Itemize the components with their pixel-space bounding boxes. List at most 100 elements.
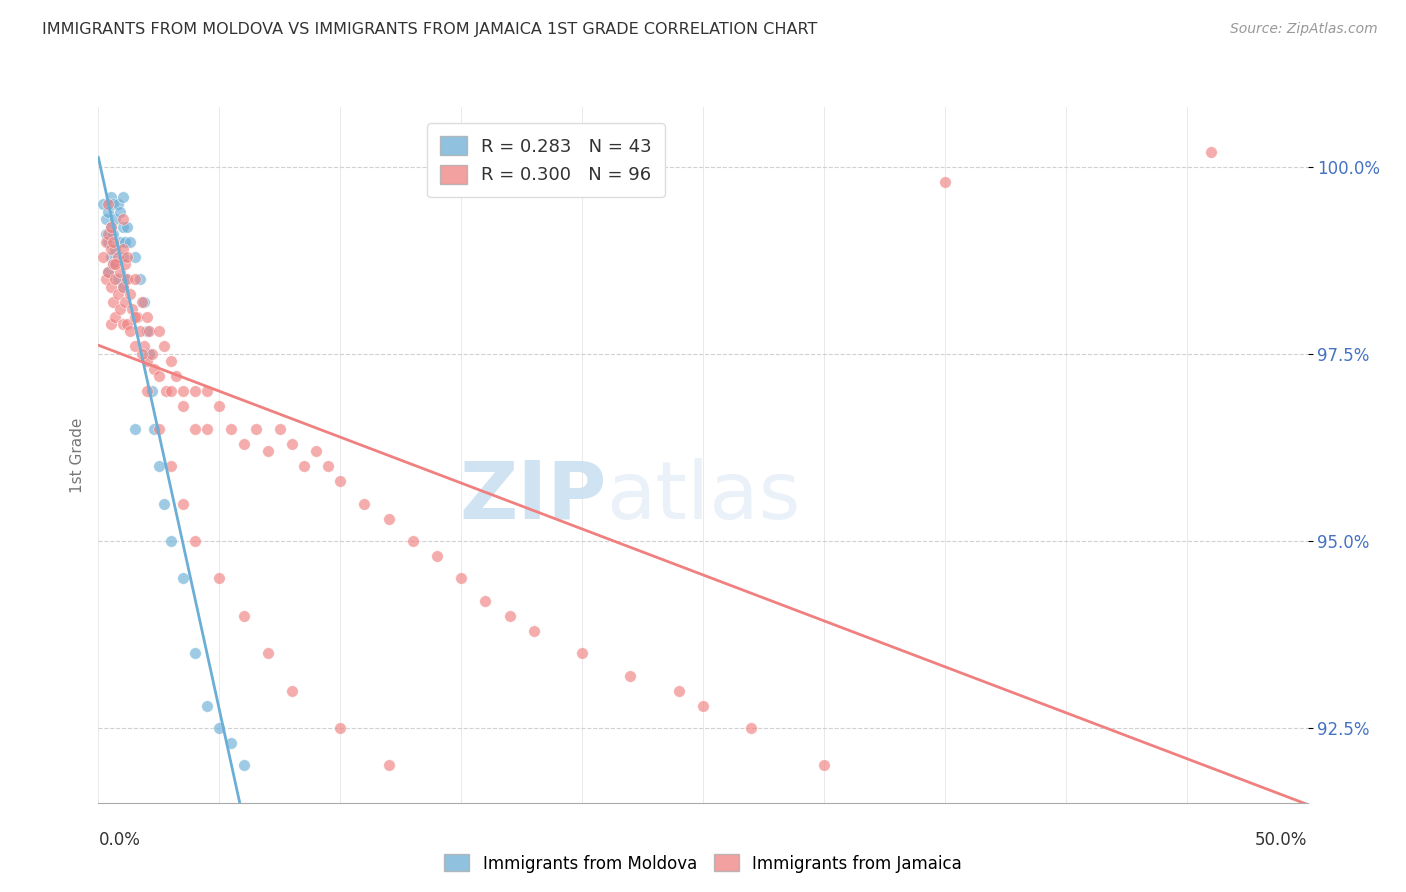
- Point: [523, 624, 546, 638]
- Point: [160, 384, 183, 399]
- Point: [135, 310, 157, 324]
- Point: [329, 474, 352, 488]
- Point: [353, 497, 375, 511]
- Point: [281, 436, 304, 450]
- Point: [118, 235, 141, 249]
- Point: [377, 758, 399, 772]
- Point: [135, 384, 157, 399]
- Point: [107, 197, 129, 211]
- Point: [138, 347, 160, 361]
- Point: [692, 698, 714, 713]
- Point: [740, 721, 762, 735]
- Point: [134, 339, 156, 353]
- Point: [134, 294, 156, 309]
- Point: [111, 242, 134, 256]
- Point: [94, 212, 117, 227]
- Point: [269, 422, 291, 436]
- Point: [221, 422, 243, 436]
- Point: [107, 250, 129, 264]
- Point: [131, 294, 153, 309]
- Point: [91, 250, 114, 264]
- Point: [232, 436, 254, 450]
- Point: [100, 242, 122, 256]
- Point: [148, 422, 170, 436]
- Point: [619, 668, 641, 682]
- Point: [128, 325, 150, 339]
- Point: [245, 422, 267, 436]
- Point: [104, 257, 127, 271]
- Point: [100, 219, 122, 234]
- Point: [111, 279, 134, 293]
- Point: [101, 257, 124, 271]
- Point: [256, 646, 278, 660]
- Point: [114, 257, 136, 271]
- Point: [221, 736, 243, 750]
- Point: [124, 422, 146, 436]
- Point: [208, 721, 231, 735]
- Point: [571, 646, 593, 660]
- Text: ZIP: ZIP: [458, 458, 606, 536]
- Point: [97, 204, 120, 219]
- Point: [208, 571, 231, 585]
- Point: [111, 212, 134, 227]
- Point: [101, 235, 124, 249]
- Point: [184, 533, 207, 548]
- Point: [155, 384, 177, 399]
- Point: [143, 422, 166, 436]
- Point: [160, 533, 183, 548]
- Point: [813, 758, 835, 772]
- Point: [104, 212, 127, 227]
- Point: [100, 219, 122, 234]
- Point: [117, 219, 139, 234]
- Point: [256, 444, 278, 458]
- Text: Source: ZipAtlas.com: Source: ZipAtlas.com: [1230, 22, 1378, 37]
- Point: [668, 683, 690, 698]
- Text: IMMIGRANTS FROM MOLDOVA VS IMMIGRANTS FROM JAMAICA 1ST GRADE CORRELATION CHART: IMMIGRANTS FROM MOLDOVA VS IMMIGRANTS FR…: [42, 22, 817, 37]
- Point: [131, 347, 153, 361]
- Point: [121, 301, 143, 316]
- Point: [160, 354, 183, 368]
- Point: [101, 257, 124, 271]
- Point: [232, 758, 254, 772]
- Point: [152, 339, 174, 353]
- Point: [172, 384, 194, 399]
- Point: [305, 444, 328, 458]
- Text: atlas: atlas: [606, 458, 800, 536]
- Point: [97, 235, 120, 249]
- Point: [141, 384, 163, 399]
- Point: [107, 287, 129, 301]
- Point: [104, 242, 127, 256]
- Point: [148, 459, 170, 474]
- Point: [97, 265, 120, 279]
- Point: [138, 325, 160, 339]
- Legend: R = 0.283   N = 43, R = 0.300   N = 96: R = 0.283 N = 43, R = 0.300 N = 96: [427, 123, 665, 197]
- Point: [94, 235, 117, 249]
- Point: [91, 197, 114, 211]
- Point: [292, 459, 315, 474]
- Point: [117, 317, 139, 331]
- Point: [143, 362, 166, 376]
- Point: [100, 279, 122, 293]
- Point: [124, 250, 146, 264]
- Point: [111, 250, 134, 264]
- Point: [104, 310, 127, 324]
- Point: [165, 369, 187, 384]
- Point: [101, 227, 124, 242]
- Point: [148, 325, 170, 339]
- Point: [1199, 145, 1222, 159]
- Point: [101, 197, 124, 211]
- Point: [184, 646, 207, 660]
- Point: [108, 301, 131, 316]
- Point: [111, 317, 134, 331]
- Point: [474, 594, 496, 608]
- Point: [232, 608, 254, 623]
- Point: [184, 422, 207, 436]
- Point: [114, 294, 136, 309]
- Point: [114, 272, 136, 286]
- Point: [97, 227, 120, 242]
- Point: [141, 347, 163, 361]
- Point: [108, 204, 131, 219]
- Point: [160, 459, 183, 474]
- Y-axis label: 1st Grade: 1st Grade: [69, 417, 84, 492]
- Point: [111, 190, 134, 204]
